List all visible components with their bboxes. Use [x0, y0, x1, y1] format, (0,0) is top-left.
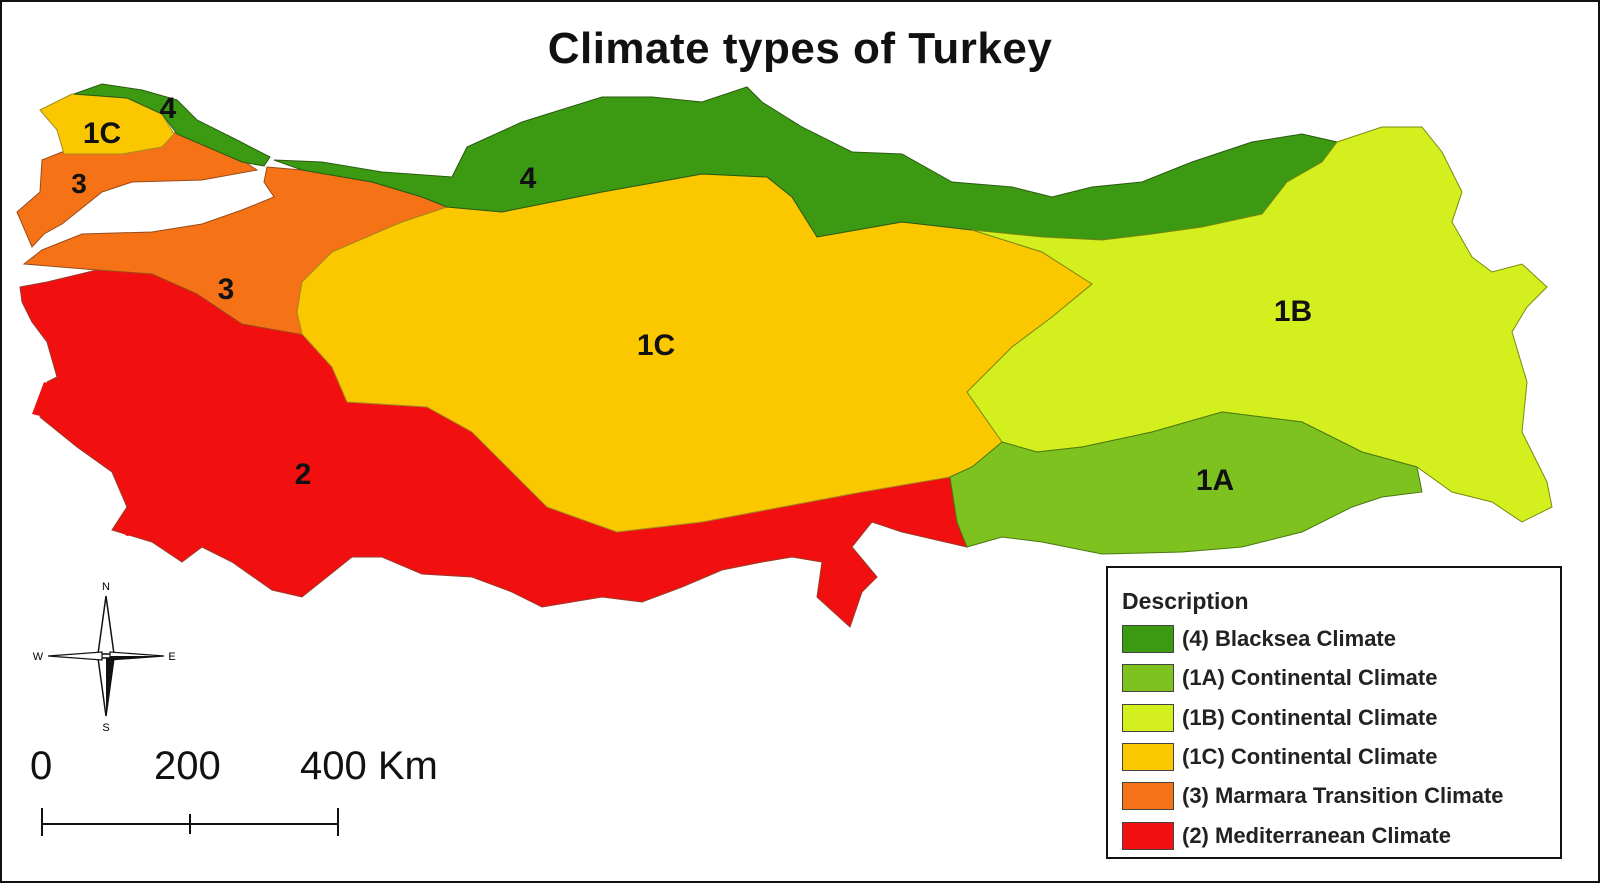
region-blacksea-main	[273, 86, 1338, 241]
label-cont-1c-main: 1C	[637, 329, 675, 362]
legend-item-continental-1a: (1A) Continental Climate	[1122, 663, 1437, 693]
legend-item-blacksea: (4) Blacksea Climate	[1122, 624, 1396, 654]
map-title: Climate types of Turkey	[547, 24, 1053, 73]
legend-swatch	[1122, 743, 1174, 771]
label-mediterranean: 2	[295, 458, 312, 491]
compass-w-label: W	[33, 651, 44, 663]
compass-rose-icon: N S W E	[33, 581, 176, 734]
legend-title: Description	[1122, 588, 1249, 614]
region-cont-1a	[949, 411, 1423, 555]
scale-tick-label-0: 0	[30, 744, 53, 788]
label-blacksea-main: 4	[520, 162, 537, 195]
label-marmara-thrace: 3	[71, 168, 87, 199]
compass-n-label: N	[102, 581, 110, 593]
compass-s-label: S	[102, 722, 109, 734]
label-blacksea-west: 4	[160, 92, 177, 125]
scale-tick-label-400: 400 Km	[300, 744, 438, 788]
legend-item-label: (4) Blacksea Climate	[1182, 626, 1396, 651]
scale-bar: 0 200 400 Km	[2, 732, 482, 852]
legend-swatch	[1122, 664, 1174, 692]
scale-tick-label-200: 200	[154, 744, 221, 788]
compass-e-label: E	[168, 651, 175, 663]
compass-west-arrow	[47, 651, 103, 661]
legend-item-label: (2) Mediterranean Climate	[1182, 823, 1451, 848]
legend-swatch	[1122, 822, 1174, 850]
legend-item-label: (1A) Continental Climate	[1182, 665, 1438, 690]
legend-swatch	[1122, 625, 1174, 653]
island-gokceada	[32, 382, 77, 422]
region-marmara-thrace	[16, 131, 259, 248]
legend-item-label: (1B) Continental Climate	[1182, 705, 1438, 730]
label-cont-1c-thrace: 1C	[83, 117, 121, 150]
legend-item-label: (3) Marmara Transition Climate	[1182, 783, 1504, 808]
legend-item-label: (1C) Continental Climate	[1182, 744, 1438, 769]
label-cont-1a: 1A	[1196, 464, 1234, 497]
label-marmara-anatolia: 3	[218, 273, 235, 306]
scale-bar-line	[41, 808, 339, 836]
island-small	[114, 520, 152, 536]
legend-item-mediterranean: (2) Mediterranean Climate	[1122, 821, 1451, 851]
legend-swatch	[1122, 704, 1174, 732]
region-blacksea-west	[73, 83, 271, 167]
label-cont-1b: 1B	[1274, 295, 1312, 328]
compass-north-arrow	[97, 595, 115, 655]
legend-box: Description (4) Blacksea Climate (1A) Co…	[1106, 566, 1562, 859]
legend-item-marmara: (3) Marmara Transition Climate	[1122, 781, 1504, 811]
legend-item-continental-1c: (1C) Continental Climate	[1122, 742, 1437, 772]
legend-item-continental-1b: (1B) Continental Climate	[1122, 703, 1437, 733]
legend-swatch	[1122, 782, 1174, 810]
